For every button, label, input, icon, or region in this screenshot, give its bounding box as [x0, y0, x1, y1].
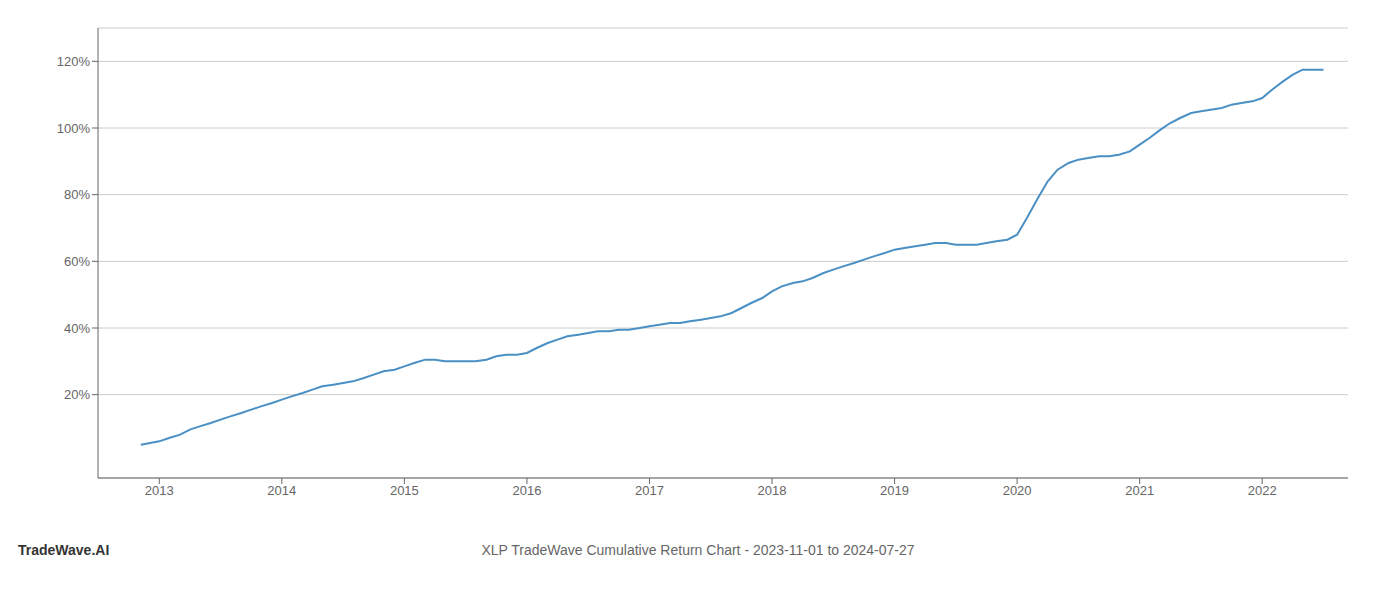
svg-text:20%: 20%: [64, 387, 90, 402]
html-text:XLP TradeWave Cumulative Retur: XLP TradeWave Cumulative Return Chart - …: [481, 542, 915, 558]
svg-text:2022: 2022: [1248, 483, 1277, 498]
svg-text:40%: 40%: [64, 321, 90, 336]
svg-text:2017: 2017: [635, 483, 664, 498]
svg-text:60%: 60%: [64, 254, 90, 269]
svg-text:2019: 2019: [880, 483, 909, 498]
svg-text:2021: 2021: [1125, 483, 1154, 498]
svg-text:2020: 2020: [1003, 483, 1032, 498]
svg-text:120%: 120%: [57, 54, 91, 69]
svg-text:2016: 2016: [512, 483, 541, 498]
svg-text:2013: 2013: [145, 483, 174, 498]
svg-text:2018: 2018: [758, 483, 787, 498]
svg-text:100%: 100%: [57, 121, 91, 136]
svg-text:2014: 2014: [267, 483, 296, 498]
svg-text:80%: 80%: [64, 187, 90, 202]
svg-text:2015: 2015: [390, 483, 419, 498]
html-text:TradeWave.AI: TradeWave.AI: [18, 542, 110, 558]
